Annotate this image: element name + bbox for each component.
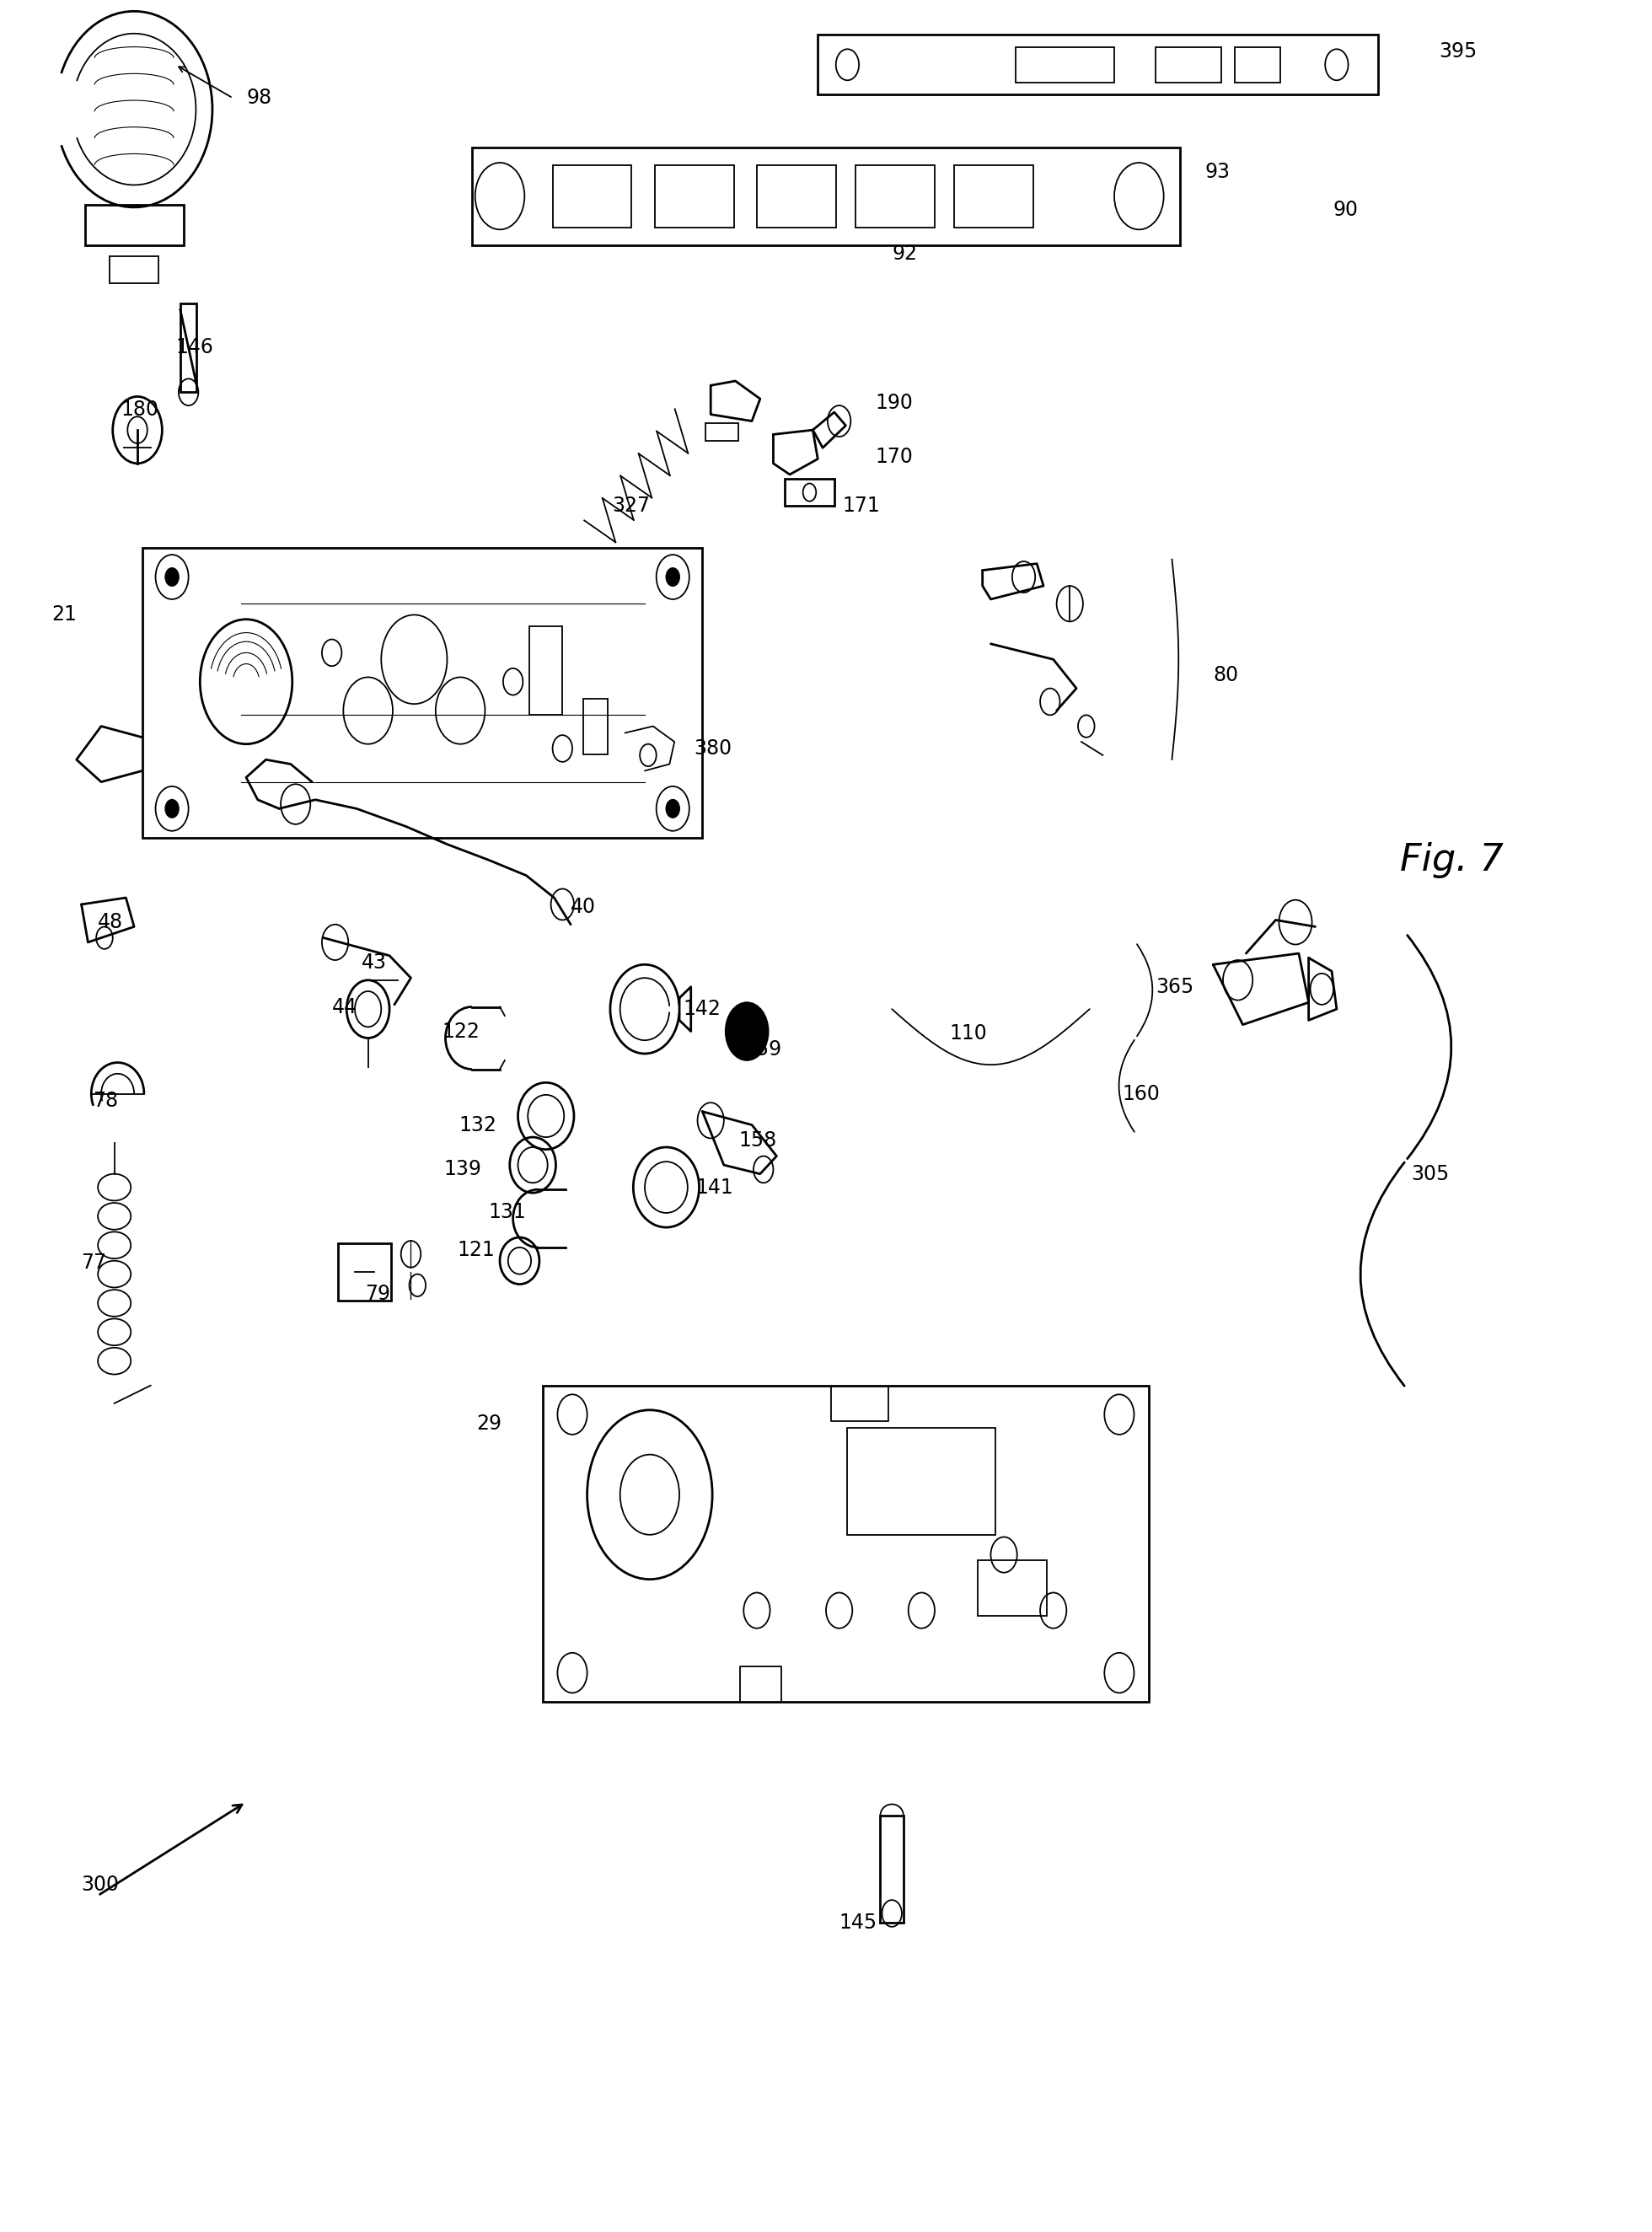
Bar <box>583 699 608 754</box>
Text: 158: 158 <box>738 1129 776 1152</box>
Text: 121: 121 <box>458 1239 494 1259</box>
Text: Fig. 7: Fig. 7 <box>1401 841 1503 877</box>
Bar <box>856 165 935 228</box>
Text: 365: 365 <box>1155 978 1194 998</box>
Bar <box>978 1560 1047 1616</box>
Bar <box>84 205 183 246</box>
Text: 141: 141 <box>695 1176 733 1196</box>
Text: 131: 131 <box>489 1201 525 1221</box>
Bar <box>705 424 738 442</box>
Text: 171: 171 <box>843 496 881 516</box>
Text: 300: 300 <box>81 1875 119 1895</box>
Bar <box>757 165 836 228</box>
Bar <box>180 304 197 393</box>
Bar <box>1016 47 1115 83</box>
Text: 327: 327 <box>611 496 649 516</box>
Bar <box>785 480 834 507</box>
Bar <box>955 165 1034 228</box>
Text: 145: 145 <box>839 1913 877 1933</box>
Text: 79: 79 <box>365 1283 390 1303</box>
Bar <box>142 549 702 837</box>
Circle shape <box>666 569 679 585</box>
Text: 80: 80 <box>1213 665 1239 685</box>
Text: 170: 170 <box>876 446 914 466</box>
Text: 98: 98 <box>246 87 271 107</box>
Circle shape <box>165 569 178 585</box>
Bar <box>542 1386 1148 1701</box>
Text: 180: 180 <box>121 400 159 420</box>
Text: 43: 43 <box>362 953 387 973</box>
Bar <box>818 36 1378 94</box>
Text: 21: 21 <box>51 605 78 625</box>
Text: 132: 132 <box>459 1114 497 1136</box>
Circle shape <box>666 799 679 817</box>
Bar <box>1155 47 1221 83</box>
Bar <box>881 1815 904 1922</box>
Bar <box>1234 47 1280 83</box>
Bar <box>847 1428 996 1536</box>
Text: 142: 142 <box>682 1000 720 1020</box>
Bar <box>339 1243 392 1301</box>
Text: 160: 160 <box>1122 1083 1160 1105</box>
Bar <box>654 165 733 228</box>
Text: 78: 78 <box>93 1089 119 1112</box>
Text: 190: 190 <box>876 393 914 413</box>
Bar <box>472 147 1180 246</box>
Bar <box>552 165 631 228</box>
Text: 48: 48 <box>97 913 124 933</box>
Text: 29: 29 <box>477 1413 502 1433</box>
Bar <box>109 257 159 283</box>
Bar <box>530 625 562 714</box>
Text: 77: 77 <box>81 1252 107 1272</box>
Circle shape <box>165 799 178 817</box>
Text: 122: 122 <box>443 1022 481 1042</box>
Text: 93: 93 <box>1204 161 1231 181</box>
Circle shape <box>725 1002 768 1060</box>
Text: 90: 90 <box>1333 199 1358 219</box>
Text: 139: 139 <box>444 1158 482 1178</box>
Text: 395: 395 <box>1439 40 1477 62</box>
Text: 110: 110 <box>950 1024 988 1045</box>
Text: 305: 305 <box>1411 1163 1449 1183</box>
Text: 380: 380 <box>694 739 732 759</box>
Text: 159: 159 <box>743 1040 781 1060</box>
Text: 146: 146 <box>175 337 213 357</box>
Text: 40: 40 <box>570 897 596 917</box>
Text: 92: 92 <box>892 243 917 263</box>
Text: 44: 44 <box>332 998 357 1018</box>
